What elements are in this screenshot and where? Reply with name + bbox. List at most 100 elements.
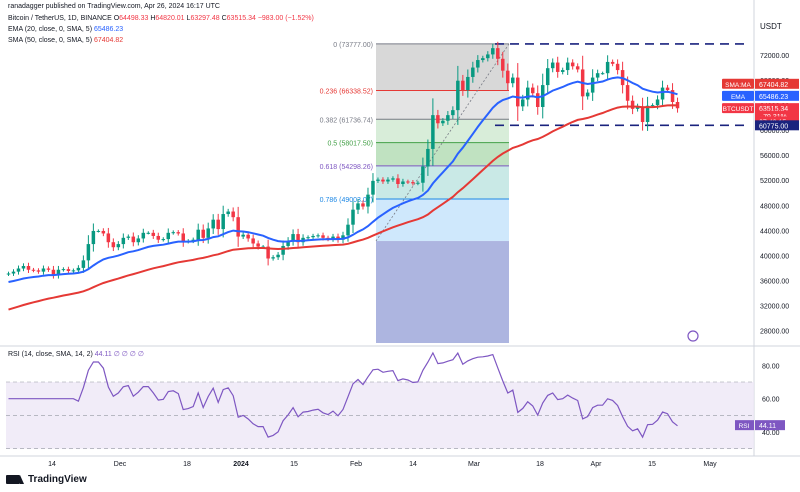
sma-legend[interactable]: SMA (50, close, 0, SMA, 5) 67404.82	[8, 36, 123, 45]
price-tag-bg	[755, 110, 799, 121]
candle-body	[590, 77, 595, 93]
candle-body	[401, 181, 405, 184]
candle-body	[221, 214, 225, 230]
candle-body	[441, 120, 445, 124]
fib-level-label: 0 (73777.00)	[333, 42, 373, 49]
high-label: H	[150, 15, 156, 22]
fib-level-label: 0.382 (61736.74)	[320, 117, 373, 124]
candle-body	[535, 93, 540, 107]
candle-body	[321, 235, 325, 238]
candle-body	[211, 219, 215, 229]
price-tick-label: 60000.00	[760, 128, 789, 135]
ema-line	[8, 76, 678, 283]
price-tag-bg	[755, 78, 799, 89]
fib-zone	[376, 142, 509, 166]
candle-body	[630, 100, 635, 109]
candle-body	[461, 80, 465, 91]
rsi-tag-value: 44.11	[759, 423, 776, 430]
high-value: 64820.01	[155, 15, 185, 22]
candle-body	[640, 106, 645, 123]
time-tick-label: 2024	[233, 461, 249, 468]
price-tick-label: 36000.00	[760, 278, 789, 285]
price-tag-label-bg	[722, 90, 754, 101]
candle-body	[6, 273, 11, 275]
candle-body	[570, 62, 575, 67]
close-value: 63515.34	[226, 15, 256, 22]
rsi-tag-bg	[755, 420, 785, 431]
candle-body	[625, 85, 630, 101]
candle-body	[545, 68, 550, 86]
time-tick-label: 15	[290, 461, 298, 468]
rsi-label: RSI (14, close, SMA, 14, 2)	[8, 351, 93, 358]
fib-zone	[376, 165, 509, 200]
candle-body	[411, 182, 415, 184]
candle-body	[76, 267, 81, 271]
tradingview-logo-icon	[6, 475, 24, 484]
open-label: O	[113, 15, 120, 22]
candle-body	[291, 234, 295, 241]
published-line: ranadagger published on TradingView.com,…	[8, 2, 220, 11]
price-tag-label-bg	[722, 103, 754, 114]
candle-body	[81, 260, 86, 268]
price-tick-label: 44000.00	[760, 228, 789, 235]
close-label: C	[221, 15, 227, 22]
candle-body	[521, 99, 525, 107]
candle-body	[356, 203, 360, 210]
price-tag-value: 67404.82	[759, 82, 788, 89]
candle-body	[376, 179, 380, 181]
time-tick-label: May	[703, 461, 717, 468]
candle-body	[471, 67, 475, 77]
candle-body	[296, 234, 300, 243]
time-tick-label: 18	[536, 461, 544, 468]
fib-zone	[376, 119, 509, 143]
fib-zone	[376, 90, 509, 120]
candle-body	[565, 62, 570, 71]
candle-body	[276, 254, 280, 258]
symbol-name[interactable]: Bitcoin / TetherUS, 1D, BINANCE	[8, 15, 112, 22]
candle-body	[456, 80, 460, 111]
price-tick-label: 52000.00	[760, 178, 789, 185]
rsi-legend[interactable]: RSI (14, close, SMA, 14, 2) 44.11 ∅ ∅ ∅ …	[8, 350, 144, 359]
price-tick-label: 48000.00	[760, 203, 789, 210]
candle-body	[31, 269, 36, 271]
symbol-line: Bitcoin / TetherUS, 1D, BINANCE O64498.3…	[8, 14, 314, 23]
candle-body	[156, 235, 161, 240]
ema-value: 65486.23	[93, 26, 124, 33]
rsi-tick-label: 60.00	[762, 397, 780, 404]
price-tick-label: 72000.00	[760, 53, 789, 60]
tradingview-logo[interactable]: TradingView	[6, 474, 87, 485]
time-tick-label: 15	[648, 461, 656, 468]
time-tick-label: Feb	[350, 461, 362, 468]
candle-body	[286, 240, 290, 246]
ema-legend[interactable]: EMA (20, close, 0, SMA, 5) 65486.23	[8, 25, 123, 34]
rsi-tag-label-bg	[735, 420, 754, 431]
candle-body	[466, 76, 470, 91]
time-tick-label: 18	[183, 461, 191, 468]
candle-body	[271, 257, 275, 259]
candle-body	[426, 148, 430, 167]
candle-body	[196, 229, 200, 240]
fib-level-label: 0.786 (49003.07)	[320, 197, 373, 204]
rsi-line	[8, 351, 678, 439]
candle-body	[351, 209, 355, 225]
candle-body	[306, 237, 310, 239]
candle-body	[496, 48, 500, 59]
candle-body	[421, 166, 425, 183]
currency-label[interactable]: USDT	[760, 22, 782, 31]
candle-body	[91, 230, 96, 245]
candle-body	[166, 232, 171, 240]
candle-body	[446, 115, 450, 121]
low-value: 63297.48	[190, 15, 220, 22]
fib-zone	[376, 199, 509, 242]
candle-body	[26, 266, 31, 270]
candle-body	[101, 230, 106, 234]
candle-body	[526, 87, 530, 100]
rsi-extra: ∅ ∅ ∅ ∅	[113, 351, 144, 358]
candle-body	[181, 233, 185, 242]
candle-body	[605, 61, 610, 74]
price-tick-label: 56000.00	[760, 153, 789, 160]
candle-body	[146, 232, 151, 234]
candle-body	[66, 269, 71, 272]
price-tag-value: 60775.00	[759, 123, 788, 130]
price-tag-value: 65486.23	[759, 94, 788, 101]
